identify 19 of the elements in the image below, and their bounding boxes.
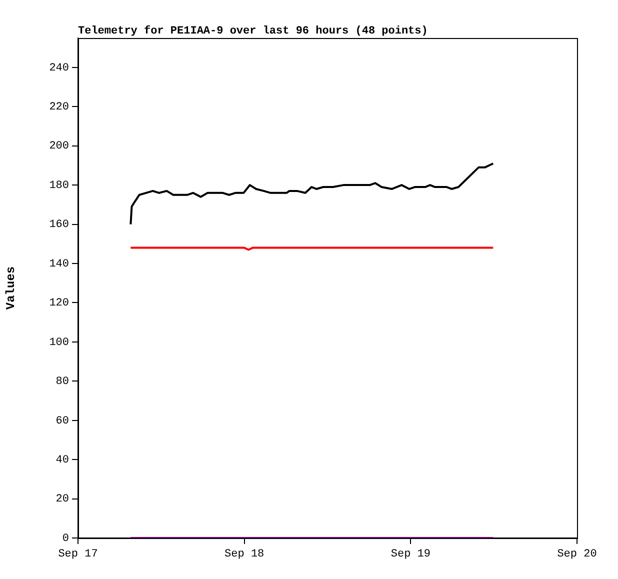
y-tick-label: 100	[49, 336, 69, 349]
y-tick-label: 180	[49, 180, 69, 192]
y-tick-label: 240	[49, 62, 69, 74]
y-tick-label: 80	[56, 376, 69, 388]
x-tick-label: Sep 18	[224, 548, 264, 561]
y-tick-label: 200	[49, 140, 69, 153]
y-tick-label: 20	[56, 494, 69, 506]
x-tick-label: Sep 17	[58, 548, 98, 561]
x-tick-label: Sep 20	[557, 548, 597, 561]
y-tick-label: 40	[56, 454, 69, 466]
y-tick-label: 0	[62, 532, 69, 545]
y-tick-label: 140	[49, 258, 69, 270]
x-tick-label: Sep 19	[390, 548, 430, 561]
y-tick-label: 220	[49, 102, 69, 114]
y-axis-title: Values	[4, 266, 18, 310]
y-tick-label: 120	[49, 298, 69, 310]
y-tick-label: 60	[56, 415, 69, 428]
y-tick-label: 160	[49, 219, 69, 232]
chart-title: Telemetry for PE1IAA-9 over last 96 hours (48 points)	[78, 24, 428, 38]
